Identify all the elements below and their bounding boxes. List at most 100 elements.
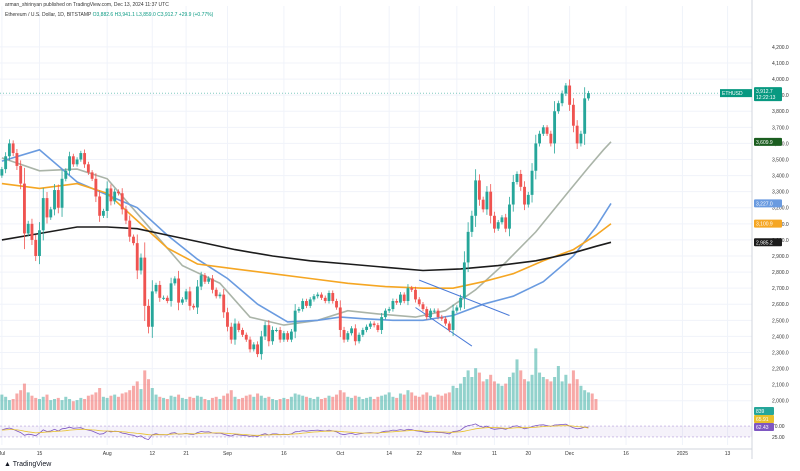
volume-bar xyxy=(507,377,511,410)
candle-body xyxy=(293,310,297,332)
volume-bar xyxy=(308,397,312,410)
candle-body xyxy=(297,309,301,311)
candle-body xyxy=(113,191,117,202)
candle-body xyxy=(342,329,346,340)
rsi-tag-text: 65.91 xyxy=(756,417,769,423)
candle-body xyxy=(169,283,173,302)
candle-body xyxy=(429,310,432,318)
candle-body xyxy=(274,329,278,331)
symbol-legend[interactable]: Ethereum / U.S. Dollar, 1D, BITSTAMP O3,… xyxy=(5,12,213,18)
candle-body xyxy=(7,143,11,157)
volume-bar xyxy=(278,399,282,410)
volume-bar xyxy=(466,370,470,410)
volume-bar xyxy=(579,385,583,410)
candle-body xyxy=(154,284,158,292)
price-tick-label: 2,300.0 xyxy=(772,350,789,356)
publisher-text: arman_shirinyan published on TradingView… xyxy=(5,2,169,8)
volume-bar xyxy=(387,392,391,410)
candle-body xyxy=(158,284,162,298)
time-axis[interactable]: Jul 15 Aug 12 21 Sep 16 Oct 14 22 Nov 11 20 Dec 16 2025… xyxy=(0,451,731,457)
candle-body xyxy=(94,178,98,197)
volume-bar xyxy=(455,388,459,410)
volume-bar xyxy=(214,396,218,410)
volume-bar xyxy=(267,396,271,410)
live-label-text: ETHUSD xyxy=(722,91,743,97)
volume-bar xyxy=(75,400,79,410)
rsi-band xyxy=(0,426,752,437)
candle-body xyxy=(11,143,15,154)
ma50-tag-text: 3,227.0 xyxy=(756,201,773,207)
candle-body xyxy=(79,153,83,160)
candle-body xyxy=(49,209,53,218)
volume-bar xyxy=(210,397,214,410)
candle-body xyxy=(474,180,478,216)
candle-body xyxy=(380,317,384,330)
candle-body xyxy=(353,328,357,342)
candle-body xyxy=(444,318,447,324)
candle-body xyxy=(316,294,320,297)
candle-body xyxy=(83,153,87,165)
volume-bar xyxy=(560,381,564,410)
rsi-level-label: 25.00 xyxy=(772,435,785,441)
candle-body xyxy=(211,278,214,290)
volume-bar xyxy=(331,396,335,410)
volume-bar xyxy=(293,393,297,410)
candle-body xyxy=(519,173,523,187)
time-tick-label: 2025 xyxy=(677,451,688,457)
candle-body xyxy=(101,210,105,216)
volume-bar xyxy=(545,379,549,410)
series-line xyxy=(1,141,612,326)
candle-body xyxy=(538,133,541,144)
candle-body xyxy=(60,178,64,208)
candle-body xyxy=(256,344,259,355)
candle-body xyxy=(523,186,526,205)
candle-body xyxy=(267,325,271,342)
candle-body xyxy=(286,333,290,340)
time-tick-label: 11 xyxy=(492,451,497,457)
candle-body xyxy=(432,310,436,312)
volume-bar xyxy=(37,399,41,410)
volume-bar xyxy=(0,394,4,410)
price-tick-label: 2,100.0 xyxy=(772,383,789,389)
tradingview-logo[interactable]: ▲ TradingView xyxy=(4,461,51,468)
candle-body xyxy=(132,236,135,244)
volume-bar xyxy=(131,385,135,410)
time-tick-label: Jul xyxy=(0,451,5,457)
candle-body xyxy=(372,323,376,326)
candle-body xyxy=(466,231,470,263)
publisher-line: arman_shirinyan published on TradingView… xyxy=(5,2,169,8)
time-tick-label: Oct xyxy=(336,451,344,457)
time-tick-label: 22 xyxy=(416,451,422,457)
candle-body xyxy=(331,292,335,302)
volume-bar xyxy=(444,393,448,410)
volume-bar xyxy=(425,392,429,410)
volume-bar xyxy=(485,379,489,410)
candle-body xyxy=(128,220,132,237)
candle-body xyxy=(120,193,124,210)
volume-bar xyxy=(462,377,466,410)
candle-body xyxy=(184,291,188,300)
volume-bar xyxy=(241,397,245,410)
candle-body xyxy=(530,170,534,195)
volume-bar xyxy=(116,396,120,410)
volume-bar xyxy=(252,396,256,410)
volume-bar xyxy=(372,399,376,410)
candle-body xyxy=(504,217,508,229)
volume-bar xyxy=(519,370,523,410)
volume-bar xyxy=(150,388,154,410)
volume-bar xyxy=(289,396,293,410)
time-tick-label: 15 xyxy=(37,451,43,457)
volume-bars xyxy=(0,348,598,410)
rsi-pane xyxy=(0,423,752,441)
volume-bar xyxy=(368,396,372,410)
candle-body xyxy=(180,299,184,303)
candle-body xyxy=(214,289,218,297)
volume-bar xyxy=(154,394,158,410)
candle-body xyxy=(583,98,587,134)
price-tick-label: 3,800.0 xyxy=(772,109,789,115)
volume-bar xyxy=(105,397,109,410)
volume-bar xyxy=(139,389,143,410)
volume-bar xyxy=(225,393,229,410)
volume-bar xyxy=(474,368,478,410)
